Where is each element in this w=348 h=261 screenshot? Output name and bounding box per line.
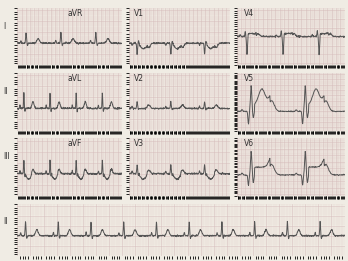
Text: V5: V5 xyxy=(244,74,254,83)
Text: aVR: aVR xyxy=(68,9,83,18)
Text: II: II xyxy=(3,217,8,227)
Text: III: III xyxy=(3,152,10,161)
Text: I: I xyxy=(3,22,6,31)
Text: aVF: aVF xyxy=(68,139,82,148)
Text: V4: V4 xyxy=(244,9,254,18)
Text: II: II xyxy=(3,87,8,96)
Text: aVL: aVL xyxy=(68,74,82,83)
Text: V1: V1 xyxy=(134,9,144,18)
Text: V2: V2 xyxy=(134,74,144,83)
Text: V3: V3 xyxy=(134,139,144,148)
Text: V6: V6 xyxy=(244,139,254,148)
